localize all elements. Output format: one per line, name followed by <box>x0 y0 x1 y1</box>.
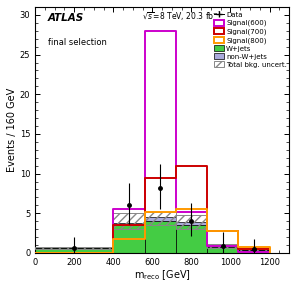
Y-axis label: Events / 160 GeV: Events / 160 GeV <box>7 88 17 172</box>
Signal(800) <box>237 229 240 233</box>
Signal(600) <box>112 251 115 254</box>
Signal(700) <box>143 176 146 179</box>
Signal(700) <box>268 247 271 251</box>
Signal(600) <box>143 29 146 32</box>
Signal(800) <box>268 251 271 255</box>
Bar <box>176 225 207 253</box>
Legend: Data, Signal(600), Signal(700), Signal(800), W+jets, non-W+jets, Total bkg. unce: Data, Signal(600), Signal(700), Signal(8… <box>213 10 288 69</box>
Signal(800) <box>237 245 240 248</box>
Bar <box>176 222 207 225</box>
Signal(600) <box>112 208 115 211</box>
Signal(700) <box>174 176 178 179</box>
Bar <box>144 221 176 253</box>
Signal(800) <box>205 229 209 233</box>
Signal(600) <box>205 210 209 214</box>
Signal(600) <box>237 250 240 253</box>
Signal(700) <box>237 229 240 233</box>
Line: Signal(700): Signal(700) <box>35 166 270 253</box>
X-axis label: m$_\mathrm{reco}$ [GeV]: m$_\mathrm{reco}$ [GeV] <box>133 268 191 282</box>
Signal(800) <box>143 237 146 240</box>
Line: Signal(600): Signal(600) <box>35 31 270 253</box>
Bar <box>207 244 238 248</box>
Signal(700) <box>33 251 37 255</box>
Signal(800) <box>174 208 178 211</box>
Signal(800) <box>143 210 146 214</box>
Signal(700) <box>268 251 271 255</box>
Signal(700) <box>143 223 146 227</box>
Signal(700) <box>205 164 209 167</box>
Signal(600) <box>205 244 209 248</box>
Signal(800) <box>33 251 37 255</box>
Signal(700) <box>33 251 37 255</box>
Signal(800) <box>33 251 37 255</box>
Signal(600) <box>268 250 271 253</box>
Signal(600) <box>143 208 146 211</box>
Signal(800) <box>268 245 271 248</box>
Signal(800) <box>174 210 178 214</box>
Signal(700) <box>112 251 115 255</box>
Bar <box>144 217 176 221</box>
Signal(700) <box>174 164 178 167</box>
Signal(600) <box>33 251 37 255</box>
Bar <box>207 246 238 247</box>
Bar <box>113 223 144 225</box>
Text: $\sqrt{s}$=8 TeV, 20.3 fb$^{-1}$: $\sqrt{s}$=8 TeV, 20.3 fb$^{-1}$ <box>142 10 222 23</box>
Text: ATLAS: ATLAS <box>48 13 84 23</box>
Signal(600) <box>174 29 178 32</box>
Bar <box>176 215 207 229</box>
Signal(700) <box>237 247 240 251</box>
Signal(800) <box>112 251 115 255</box>
Bar <box>113 225 144 253</box>
Signal(800) <box>205 208 209 211</box>
Signal(700) <box>205 229 209 233</box>
Signal(600) <box>268 251 271 255</box>
Bar <box>238 248 270 251</box>
Bar <box>35 248 113 253</box>
Bar <box>35 247 113 249</box>
Bar <box>113 213 144 229</box>
Signal(600) <box>174 210 178 214</box>
Bar <box>238 250 270 253</box>
Bar <box>207 247 238 253</box>
Bar <box>144 212 176 225</box>
Signal(700) <box>112 223 115 227</box>
Line: Signal(800): Signal(800) <box>35 209 270 253</box>
Signal(600) <box>237 244 240 248</box>
Signal(800) <box>112 237 115 240</box>
Text: final selection: final selection <box>48 38 107 47</box>
Signal(600) <box>33 251 37 254</box>
